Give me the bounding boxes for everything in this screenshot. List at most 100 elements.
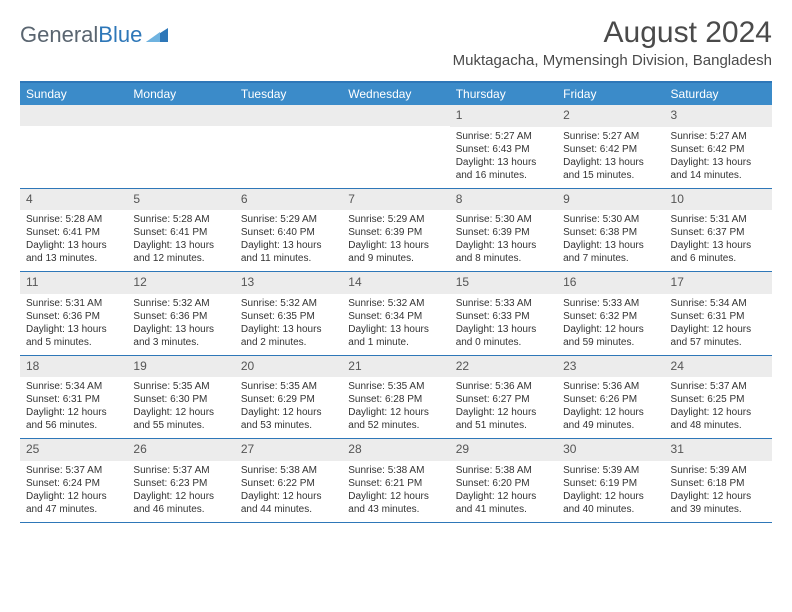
sunset-text: Sunset: 6:20 PM (456, 477, 551, 490)
day-number: 23 (557, 356, 664, 378)
sunrise-text: Sunrise: 5:31 AM (26, 297, 121, 310)
triangle-icon (146, 22, 168, 48)
daylight-text: Daylight: 12 hours and 52 minutes. (348, 406, 443, 432)
day-header-tue: Tuesday (235, 83, 342, 105)
sunset-text: Sunset: 6:24 PM (26, 477, 121, 490)
sunset-text: Sunset: 6:37 PM (671, 226, 766, 239)
day-body: Sunrise: 5:38 AMSunset: 6:22 PMDaylight:… (235, 461, 342, 522)
daylight-text: Daylight: 13 hours and 3 minutes. (133, 323, 228, 349)
day-body: Sunrise: 5:34 AMSunset: 6:31 PMDaylight:… (665, 294, 772, 355)
day-cell: 20Sunrise: 5:35 AMSunset: 6:29 PMDayligh… (235, 356, 342, 439)
sunrise-text: Sunrise: 5:35 AM (348, 380, 443, 393)
day-number: 14 (342, 272, 449, 294)
logo: GeneralBlue (20, 16, 168, 48)
daylight-text: Daylight: 12 hours and 48 minutes. (671, 406, 766, 432)
day-body: Sunrise: 5:35 AMSunset: 6:30 PMDaylight:… (127, 377, 234, 438)
day-body: Sunrise: 5:29 AMSunset: 6:39 PMDaylight:… (342, 210, 449, 271)
sunrise-text: Sunrise: 5:38 AM (241, 464, 336, 477)
sunrise-text: Sunrise: 5:34 AM (26, 380, 121, 393)
sunset-text: Sunset: 6:38 PM (563, 226, 658, 239)
daylight-text: Daylight: 12 hours and 46 minutes. (133, 490, 228, 516)
day-number (342, 105, 449, 126)
daylight-text: Daylight: 13 hours and 16 minutes. (456, 156, 551, 182)
day-number: 20 (235, 356, 342, 378)
day-body: Sunrise: 5:35 AMSunset: 6:29 PMDaylight:… (235, 377, 342, 438)
sunrise-text: Sunrise: 5:32 AM (133, 297, 228, 310)
day-cell: 26Sunrise: 5:37 AMSunset: 6:23 PMDayligh… (127, 439, 234, 522)
day-number: 9 (557, 189, 664, 211)
sunset-text: Sunset: 6:23 PM (133, 477, 228, 490)
day-header-sat: Saturday (665, 83, 772, 105)
day-cell: 9Sunrise: 5:30 AMSunset: 6:38 PMDaylight… (557, 189, 664, 272)
sunset-text: Sunset: 6:26 PM (563, 393, 658, 406)
day-body: Sunrise: 5:31 AMSunset: 6:36 PMDaylight:… (20, 294, 127, 355)
sunset-text: Sunset: 6:29 PM (241, 393, 336, 406)
day-cell (20, 105, 127, 188)
daylight-text: Daylight: 13 hours and 8 minutes. (456, 239, 551, 265)
sunrise-text: Sunrise: 5:29 AM (241, 213, 336, 226)
day-cell: 28Sunrise: 5:38 AMSunset: 6:21 PMDayligh… (342, 439, 449, 522)
sunset-text: Sunset: 6:31 PM (671, 310, 766, 323)
sunset-text: Sunset: 6:42 PM (671, 143, 766, 156)
day-body: Sunrise: 5:27 AMSunset: 6:43 PMDaylight:… (450, 127, 557, 188)
day-cell: 18Sunrise: 5:34 AMSunset: 6:31 PMDayligh… (20, 356, 127, 439)
week-row: 25Sunrise: 5:37 AMSunset: 6:24 PMDayligh… (20, 439, 772, 523)
sunrise-text: Sunrise: 5:30 AM (456, 213, 551, 226)
sunset-text: Sunset: 6:39 PM (348, 226, 443, 239)
day-number: 30 (557, 439, 664, 461)
sunset-text: Sunset: 6:28 PM (348, 393, 443, 406)
daylight-text: Daylight: 12 hours and 47 minutes. (26, 490, 121, 516)
day-cell: 19Sunrise: 5:35 AMSunset: 6:30 PMDayligh… (127, 356, 234, 439)
sunrise-text: Sunrise: 5:35 AM (241, 380, 336, 393)
day-number: 16 (557, 272, 664, 294)
day-number: 10 (665, 189, 772, 211)
day-number: 28 (342, 439, 449, 461)
location-text: Muktagacha, Mymensingh Division, Banglad… (453, 52, 772, 69)
day-cell: 12Sunrise: 5:32 AMSunset: 6:36 PMDayligh… (127, 272, 234, 355)
daylight-text: Daylight: 13 hours and 11 minutes. (241, 239, 336, 265)
day-header-sun: Sunday (20, 83, 127, 105)
day-number: 7 (342, 189, 449, 211)
day-number: 1 (450, 105, 557, 127)
week-row: 11Sunrise: 5:31 AMSunset: 6:36 PMDayligh… (20, 272, 772, 356)
daylight-text: Daylight: 13 hours and 6 minutes. (671, 239, 766, 265)
day-body: Sunrise: 5:32 AMSunset: 6:36 PMDaylight:… (127, 294, 234, 355)
day-cell (235, 105, 342, 188)
daylight-text: Daylight: 12 hours and 51 minutes. (456, 406, 551, 432)
day-cell: 15Sunrise: 5:33 AMSunset: 6:33 PMDayligh… (450, 272, 557, 355)
day-cell: 14Sunrise: 5:32 AMSunset: 6:34 PMDayligh… (342, 272, 449, 355)
day-number: 17 (665, 272, 772, 294)
daylight-text: Daylight: 12 hours and 44 minutes. (241, 490, 336, 516)
day-number: 4 (20, 189, 127, 211)
day-body: Sunrise: 5:36 AMSunset: 6:27 PMDaylight:… (450, 377, 557, 438)
day-header-fri: Friday (557, 83, 664, 105)
daylight-text: Daylight: 13 hours and 12 minutes. (133, 239, 228, 265)
day-body: Sunrise: 5:38 AMSunset: 6:21 PMDaylight:… (342, 461, 449, 522)
sunrise-text: Sunrise: 5:33 AM (563, 297, 658, 310)
day-body: Sunrise: 5:34 AMSunset: 6:31 PMDaylight:… (20, 377, 127, 438)
daylight-text: Daylight: 13 hours and 1 minute. (348, 323, 443, 349)
daylight-text: Daylight: 13 hours and 13 minutes. (26, 239, 121, 265)
day-cell: 30Sunrise: 5:39 AMSunset: 6:19 PMDayligh… (557, 439, 664, 522)
day-cell: 11Sunrise: 5:31 AMSunset: 6:36 PMDayligh… (20, 272, 127, 355)
day-body: Sunrise: 5:29 AMSunset: 6:40 PMDaylight:… (235, 210, 342, 271)
daylight-text: Daylight: 12 hours and 49 minutes. (563, 406, 658, 432)
day-number: 25 (20, 439, 127, 461)
sunset-text: Sunset: 6:18 PM (671, 477, 766, 490)
day-cell: 3Sunrise: 5:27 AMSunset: 6:42 PMDaylight… (665, 105, 772, 188)
sunset-text: Sunset: 6:21 PM (348, 477, 443, 490)
sunset-text: Sunset: 6:35 PM (241, 310, 336, 323)
sunset-text: Sunset: 6:40 PM (241, 226, 336, 239)
day-body: Sunrise: 5:32 AMSunset: 6:34 PMDaylight:… (342, 294, 449, 355)
week-row: 4Sunrise: 5:28 AMSunset: 6:41 PMDaylight… (20, 189, 772, 273)
day-header-wed: Wednesday (342, 83, 449, 105)
sunset-text: Sunset: 6:33 PM (456, 310, 551, 323)
day-body: Sunrise: 5:39 AMSunset: 6:19 PMDaylight:… (557, 461, 664, 522)
day-cell: 29Sunrise: 5:38 AMSunset: 6:20 PMDayligh… (450, 439, 557, 522)
sunset-text: Sunset: 6:43 PM (456, 143, 551, 156)
daylight-text: Daylight: 13 hours and 14 minutes. (671, 156, 766, 182)
day-cell: 5Sunrise: 5:28 AMSunset: 6:41 PMDaylight… (127, 189, 234, 272)
logo-text-part1: General (20, 22, 98, 48)
day-cell: 16Sunrise: 5:33 AMSunset: 6:32 PMDayligh… (557, 272, 664, 355)
day-cell: 25Sunrise: 5:37 AMSunset: 6:24 PMDayligh… (20, 439, 127, 522)
